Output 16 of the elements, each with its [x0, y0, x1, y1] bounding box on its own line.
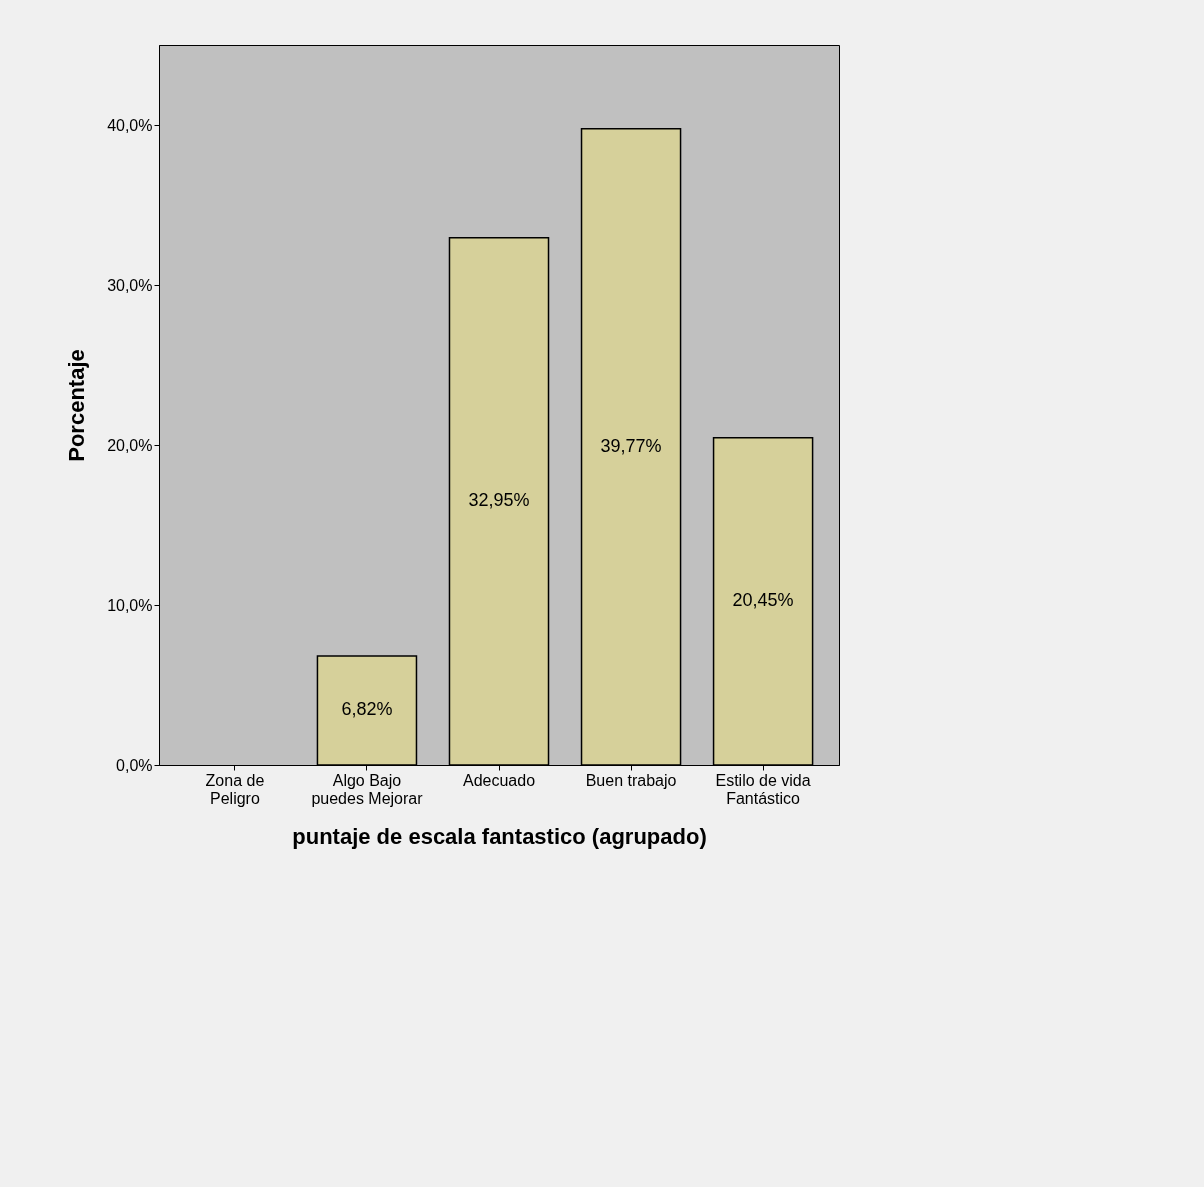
x-tick-label: Adecuado: [462, 771, 536, 789]
data-label: 6,82%: [341, 699, 393, 720]
x-axis-title: puntaje de escala fantastico (agrupado): [292, 823, 707, 849]
y-tick-label: 30,0%: [107, 276, 153, 294]
y-tick-label: 20,0%: [107, 436, 153, 454]
y-tick-label: 10,0%: [107, 596, 153, 614]
data-label: 32,95%: [468, 490, 530, 511]
data-label: 39,77%: [600, 435, 662, 456]
x-tick-label: Zona de Peligro: [205, 771, 265, 807]
x-tick-label: Estilo de vida Fantástico: [715, 771, 811, 807]
y-axis-title: Porcentaje: [64, 349, 90, 462]
y-tick-label: 40,0%: [107, 116, 153, 134]
x-tick-label: Algo Bajo puedes Mejorar: [311, 771, 424, 807]
x-tick-label: Buen trabajo: [585, 771, 677, 789]
y-tick-label: 0,0%: [116, 756, 153, 774]
data-label: 20,45%: [732, 590, 794, 611]
